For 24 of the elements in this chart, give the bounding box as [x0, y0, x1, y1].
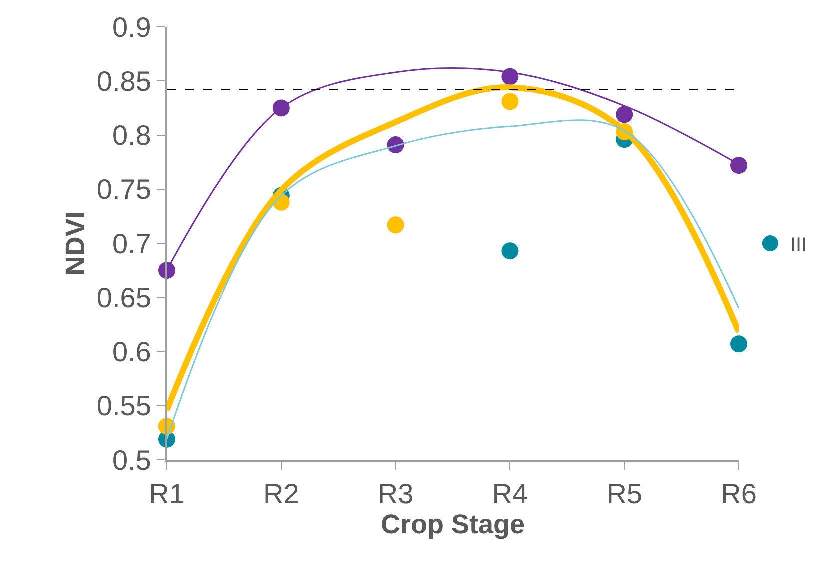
- x-tick-label: R2: [264, 478, 300, 510]
- x-tick-label: R1: [149, 478, 185, 510]
- point: [502, 242, 519, 260]
- legend-label: III: [790, 234, 808, 256]
- y-tick-label: 0.85: [96, 66, 152, 97]
- y-tick-label: 0.6: [112, 336, 152, 368]
- y-tick-label: 0.55: [96, 390, 152, 422]
- x-tick-label: R3: [378, 478, 414, 510]
- point: [730, 157, 748, 174]
- x-tick-label: R6: [721, 478, 757, 510]
- point: [616, 106, 634, 124]
- y-tick-label: 0.75: [96, 174, 152, 206]
- y-tick-label: 0.9: [112, 12, 152, 43]
- y-tick-label: 0.8: [112, 120, 152, 152]
- point: [502, 93, 519, 110]
- x-tick-label: R4: [492, 478, 528, 510]
- y-axis-title: NDVI: [60, 211, 90, 276]
- point: [387, 216, 404, 234]
- x-axis-title: Crop Stage: [380, 510, 526, 540]
- point: [730, 336, 748, 353]
- y-tick-label: 0.7: [112, 228, 152, 260]
- y-tick-label: 0.5: [112, 444, 152, 476]
- y-tick-label: 0.65: [96, 282, 152, 314]
- x-tick-label: R5: [606, 478, 642, 510]
